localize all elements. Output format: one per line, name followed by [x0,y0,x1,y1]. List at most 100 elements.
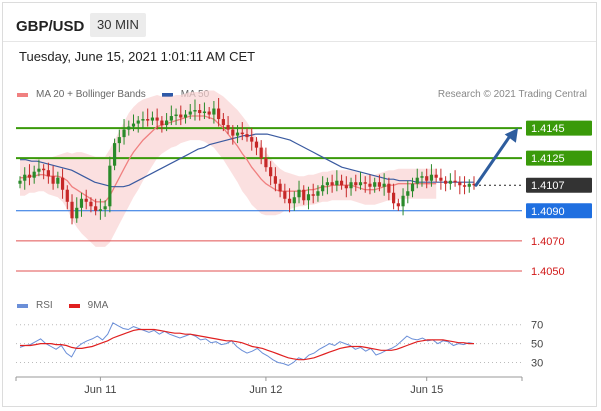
time-axis-label: Jun 15 [410,384,443,396]
candle [392,183,396,210]
candle-body [401,195,405,207]
candle-body [373,182,377,187]
candle-body [221,119,225,126]
projection-group [474,128,518,187]
candle-body [278,183,282,192]
candle-body [235,132,240,136]
candle [311,183,315,204]
candle-body [37,168,41,172]
candle [37,159,41,177]
candle [429,164,434,187]
candle [325,177,329,195]
candle [183,110,188,124]
candle [321,176,325,196]
candle [401,188,405,216]
candle [373,177,377,193]
candle-body [98,209,102,211]
time-axis-group: Jun 11 Jun 12 Jun 15 [15,376,523,396]
candle-body [392,192,396,204]
candle [226,116,230,135]
candle [188,104,192,120]
candle [444,176,448,192]
candle [387,177,391,201]
candle [42,164,46,180]
candle-body [420,176,424,178]
candle [472,176,476,190]
candle [169,105,173,126]
legend-label-rsi: RSI [36,300,53,311]
candle [56,171,60,189]
candle [458,176,462,195]
ma20-swatch [17,92,28,97]
candle [51,165,55,190]
candle [420,171,424,187]
candle-body [425,176,429,181]
candle [434,168,438,183]
candle [302,185,306,205]
candle-body [179,114,183,118]
candle-body [316,191,320,196]
candle-body [27,174,32,178]
candle-body [65,189,69,202]
candle-body [51,176,55,184]
candle-body [56,177,60,184]
candle-body [269,167,273,177]
rsi-9ma-line [20,328,474,361]
candle-body [198,110,202,114]
candle [23,167,27,190]
pivot-label-1.4090-box [526,203,592,219]
candles-group [18,98,476,225]
candle-body [283,191,287,199]
candle-body [250,137,254,142]
projection-arrow-head [504,128,518,143]
candle [146,108,150,127]
candle-body [259,147,263,159]
candle [264,147,268,172]
candle [103,200,107,217]
candle-body [429,174,434,181]
candle [297,180,301,204]
candle [349,177,353,196]
timeframe-badge[interactable]: 30 MIN [90,13,146,37]
candle-body [112,143,117,166]
candle-body [354,182,358,186]
candle-body [146,119,150,121]
candle [79,192,84,217]
candle [65,185,69,210]
timestamp: Tuesday, June 15, 2021 1:01:11 AM CET [19,49,256,64]
candle [70,194,74,225]
candle [406,180,410,204]
candle [259,140,263,165]
candle-body [183,114,188,118]
candle-body [254,141,259,148]
candle [363,176,367,193]
support-label-1.4050: 1.4050 [531,266,565,278]
candle [160,116,164,133]
candle-body [46,170,50,177]
rsi-group: 70 50 30 [16,320,543,370]
legend-item-ma20: MA 20 + Bollinger Bands [17,89,146,100]
candle [358,171,363,190]
candle [462,176,467,195]
candle [174,108,178,126]
candle-body [330,182,334,186]
candle [240,122,244,141]
candle [198,104,202,121]
rsi-tick-30: 30 [531,358,543,370]
candle-body [339,180,344,186]
candle-body [193,110,197,112]
candle [94,198,98,216]
candle-body [287,198,292,204]
candle [212,101,216,124]
pivot-label-1.4090: 1.4090 [531,206,565,218]
candle-body [406,191,410,196]
candle [278,179,282,198]
candle-body [349,182,353,189]
support-label-1.4070: 1.4070 [531,236,565,248]
candle-body [174,114,178,117]
legend-label-ma20: MA 20 + Bollinger Bands [36,89,146,100]
candle-body [165,120,169,126]
candle-body [84,198,88,202]
rsi-tick-50: 50 [531,339,543,351]
candle-body [136,120,140,124]
